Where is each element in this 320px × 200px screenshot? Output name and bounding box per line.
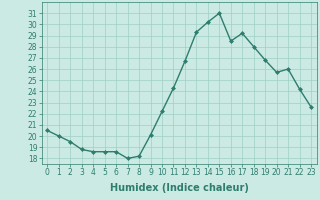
X-axis label: Humidex (Indice chaleur): Humidex (Indice chaleur) xyxy=(110,183,249,193)
